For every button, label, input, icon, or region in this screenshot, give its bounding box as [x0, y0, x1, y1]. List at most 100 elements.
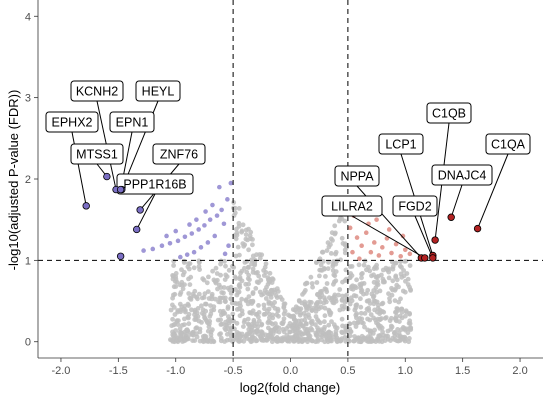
nonsignificant-point [322, 305, 328, 311]
nonsignificant-point [293, 319, 299, 325]
nonsignificant-point [179, 282, 185, 288]
nonsignificant-point [380, 267, 386, 273]
nonsignificant-point [331, 334, 336, 340]
nonsignificant-point [302, 302, 308, 308]
significant-down-point [225, 197, 230, 202]
nonsignificant-point [203, 301, 208, 307]
significant-down-point [219, 207, 224, 213]
y-tick-label: 2 [25, 174, 31, 186]
nonsignificant-point [225, 326, 231, 331]
significant-up-point [389, 250, 394, 256]
nonsignificant-point [315, 317, 320, 323]
nonsignificant-point [196, 318, 202, 324]
nonsignificant-point [259, 322, 264, 328]
nonsignificant-point [252, 323, 257, 329]
labeled-gene-point [473, 224, 482, 233]
nonsignificant-point [297, 298, 302, 304]
nonsignificant-point [286, 335, 292, 340]
nonsignificant-point [361, 335, 367, 341]
labeled-gene-point [136, 206, 144, 214]
nonsignificant-point [196, 260, 202, 265]
nonsignificant-point [358, 310, 364, 316]
nonsignificant-point [326, 322, 332, 328]
nonsignificant-point [392, 316, 398, 321]
nonsignificant-point [313, 322, 318, 327]
nonsignificant-point [329, 319, 334, 324]
nonsignificant-point [267, 276, 272, 282]
nonsignificant-point [255, 328, 261, 334]
nonsignificant-point [174, 318, 180, 323]
nonsignificant-point [333, 259, 339, 264]
nonsignificant-point [251, 317, 257, 323]
x-tick-label: 2.0 [512, 365, 527, 377]
nonsignificant-point [170, 316, 176, 322]
nonsignificant-point [239, 278, 245, 284]
significant-up-point [350, 249, 355, 255]
nonsignificant-point [169, 337, 175, 343]
nonsignificant-point [317, 273, 322, 279]
nonsignificant-point [407, 325, 413, 331]
significant-down-point [167, 240, 173, 246]
nonsignificant-point [281, 311, 287, 317]
nonsignificant-point [214, 271, 220, 276]
nonsignificant-point [240, 241, 246, 247]
nonsignificant-point [379, 339, 385, 345]
significant-down-point [222, 251, 228, 257]
significant-down-point [191, 249, 197, 255]
nonsignificant-point [244, 259, 250, 264]
nonsignificant-point [328, 242, 333, 248]
gene-label-text: EPN1 [116, 116, 149, 130]
nonsignificant-point [309, 327, 315, 333]
significant-up-point [393, 241, 399, 247]
nonsignificant-point [236, 206, 242, 211]
nonsignificant-point [375, 282, 381, 288]
nonsignificant-point [250, 266, 256, 272]
nonsignificant-point [386, 275, 392, 281]
nonsignificant-point [377, 288, 383, 294]
nonsignificant-point [217, 295, 223, 301]
nonsignificant-point [293, 304, 299, 310]
nonsignificant-point [380, 300, 386, 306]
gene-label-box [334, 165, 380, 187]
x-tick-label: 0.0 [283, 365, 298, 377]
nonsignificant-point [234, 320, 240, 326]
nonsignificant-point [270, 312, 275, 318]
nonsignificant-point [231, 337, 237, 343]
nonsignificant-point [407, 311, 412, 317]
nonsignificant-point [365, 316, 370, 322]
nonsignificant-point [227, 287, 233, 293]
x-tick-label: -2.0 [51, 365, 70, 377]
significant-up-point [407, 251, 413, 257]
nonsignificant-point [319, 334, 325, 339]
nonsignificant-point [179, 330, 184, 336]
nonsignificant-point [315, 337, 321, 342]
significant-up-point [376, 253, 382, 258]
nonsignificant-point [368, 312, 374, 317]
significant-down-point [150, 246, 156, 252]
labeled-gene-point [421, 254, 429, 262]
nonsignificant-point [315, 327, 321, 333]
gene-label-leader [450, 184, 463, 218]
nonsignificant-point [340, 306, 346, 312]
nonsignificant-point [392, 260, 398, 266]
nonsignificant-point [351, 320, 357, 326]
nonsignificant-point [294, 309, 300, 315]
nonsignificant-point [261, 291, 267, 297]
nonsignificant-point [206, 296, 212, 301]
nonsignificant-point [218, 322, 224, 327]
x-tick-label: 0.5 [340, 365, 355, 377]
nonsignificant-point [385, 328, 391, 334]
nonsignificant-point [186, 291, 192, 296]
nonsignificant-point [192, 338, 198, 343]
nonsignificant-point [243, 298, 249, 304]
nonsignificant-point [331, 322, 337, 328]
nonsignificant-point [301, 337, 307, 343]
nonsignificant-point [343, 338, 349, 344]
gene-label-box [45, 111, 99, 133]
nonsignificant-point [339, 316, 345, 322]
nonsignificant-point [364, 267, 369, 273]
nonsignificant-point [334, 339, 340, 345]
nonsignificant-point [197, 326, 203, 332]
nonsignificant-point [304, 280, 309, 286]
nonsignificant-point [181, 258, 187, 264]
